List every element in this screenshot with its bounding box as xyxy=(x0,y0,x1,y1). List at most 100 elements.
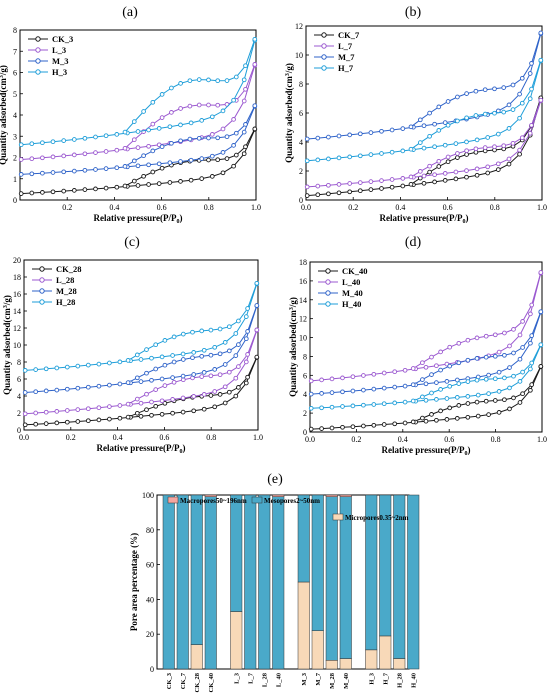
data-point xyxy=(429,372,434,377)
data-point xyxy=(134,396,140,402)
data-point xyxy=(410,419,416,425)
data-point xyxy=(117,381,123,387)
isotherm-panel-1: (a) 0.2 0.4 0.6 0.8 1.0 0 1 2 3 4 5 6 7 8 Relative pres… xyxy=(0,5,261,225)
data-point xyxy=(371,371,377,377)
x-tick-label: 0.2 xyxy=(351,435,361,444)
x-tick-label: 0.6 xyxy=(443,203,453,212)
data-point xyxy=(315,157,321,163)
data-point xyxy=(162,362,168,368)
panel-label: (c) xyxy=(124,235,140,250)
legend-marker xyxy=(325,279,331,285)
data-point xyxy=(33,389,39,395)
data-point xyxy=(226,348,232,354)
data-point xyxy=(71,137,77,142)
isotherm-panel-3: (c) 0.0 0.2 0.4 0.6 0.8 1.0 0 2 4 6 8 10 12 14 16 18 20 Re… xyxy=(2,235,263,455)
data-point xyxy=(141,173,146,179)
data-point xyxy=(135,145,141,150)
y-tick-label: 16 xyxy=(299,277,307,286)
y-tick-label: 8 xyxy=(299,80,303,89)
series-CK_40: CK_40 xyxy=(308,266,544,432)
data-point xyxy=(381,422,387,427)
data-point xyxy=(156,126,162,131)
data-point xyxy=(40,190,45,195)
data-point xyxy=(483,354,489,360)
data-point xyxy=(464,91,469,96)
data-point xyxy=(492,353,498,359)
data-point xyxy=(82,135,88,141)
data-point xyxy=(308,391,314,397)
category-label: CK_40 xyxy=(208,673,215,693)
data-point xyxy=(150,169,156,175)
data-point xyxy=(465,357,471,363)
y-axis-label: Quantity adsorbed(cm3/g) xyxy=(2,295,12,395)
data-point xyxy=(304,193,310,198)
legend-marker xyxy=(321,43,327,49)
data-point xyxy=(114,147,120,153)
data-point xyxy=(482,87,488,93)
legend-marker xyxy=(39,299,45,305)
data-point xyxy=(507,406,512,412)
data-point xyxy=(169,140,174,146)
data-point xyxy=(215,157,221,163)
data-point xyxy=(22,368,28,373)
data-point xyxy=(71,168,77,174)
y-tick-label: 20 xyxy=(146,630,154,639)
data-point xyxy=(308,378,314,384)
x-axis-label: Relative pressure(P/P0) xyxy=(97,443,186,455)
data-point xyxy=(528,340,533,346)
y-tick-label: 0 xyxy=(17,426,21,435)
legend-label: H_40 xyxy=(342,299,361,309)
data-point xyxy=(233,152,239,158)
data-point xyxy=(445,154,451,160)
x-tick-label: 0.4 xyxy=(395,203,405,212)
data-point xyxy=(453,141,459,146)
data-point xyxy=(29,141,35,147)
y-tick-label: 1 xyxy=(13,175,17,184)
bar-segment xyxy=(407,494,420,670)
data-point xyxy=(125,380,131,385)
data-point xyxy=(517,115,522,121)
data-point xyxy=(117,403,123,408)
data-point xyxy=(33,421,39,427)
data-point xyxy=(511,350,516,356)
data-point xyxy=(506,161,512,167)
data-point xyxy=(222,384,228,390)
data-point xyxy=(434,397,439,402)
series-L_28: L_28 xyxy=(22,275,260,417)
data-point xyxy=(206,102,211,108)
data-point xyxy=(402,399,408,405)
data-point xyxy=(103,149,109,154)
data-point xyxy=(226,389,232,395)
legend-label: L_40 xyxy=(342,277,360,287)
category-label: L_28 xyxy=(261,672,268,687)
data-point xyxy=(465,337,471,343)
data-point xyxy=(436,164,442,169)
data-point xyxy=(429,390,434,396)
data-point xyxy=(153,342,159,348)
data-point xyxy=(340,375,345,381)
data-point xyxy=(93,167,98,172)
category-label: H_40 xyxy=(410,673,417,688)
data-point xyxy=(456,340,462,346)
data-point xyxy=(438,387,443,392)
x-tick-label: 0.8 xyxy=(204,203,214,212)
data-point xyxy=(170,353,175,358)
x-tick-label: 0.8 xyxy=(490,203,500,212)
data-point xyxy=(236,364,241,369)
data-point xyxy=(432,144,437,150)
data-point xyxy=(507,365,512,370)
data-point xyxy=(75,385,81,391)
data-point xyxy=(420,360,425,366)
data-point xyxy=(134,375,140,381)
y-tick-label: 10 xyxy=(299,334,307,343)
data-point xyxy=(496,389,502,394)
legend-swatch xyxy=(332,513,344,521)
data-point xyxy=(243,86,248,92)
data-point xyxy=(519,100,525,106)
category-label: M_3 xyxy=(301,672,308,685)
data-point xyxy=(206,77,211,83)
data-point xyxy=(171,334,177,340)
bar-segment xyxy=(325,660,338,670)
data-point xyxy=(107,382,112,388)
data-point xyxy=(171,359,177,365)
